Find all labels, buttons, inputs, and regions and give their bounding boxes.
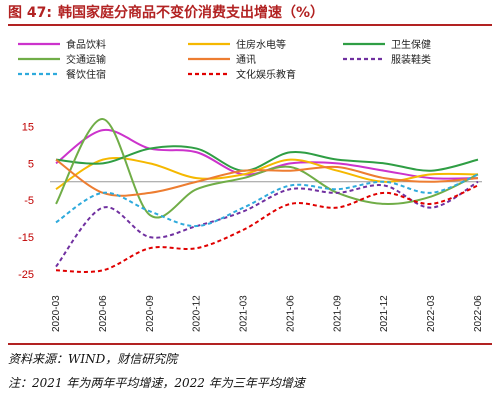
y-tick-label: -25 — [18, 269, 34, 281]
x-tick-label: 2020-09 — [145, 295, 156, 332]
series-lines — [55, 118, 479, 273]
legend-label: 通讯 — [236, 54, 256, 66]
figure-header: 图 47: 韩国家庭分商品不变价消费支出增速（%） — [8, 2, 492, 26]
y-tick-label: -15 — [18, 232, 34, 244]
x-tick-label: 2021-09 — [332, 295, 343, 332]
x-axis: 2020-03 2020-06 2020-09 2020-12 2021-03 2021-… — [50, 181, 484, 332]
series-line — [55, 180, 479, 268]
x-tick-label: 2021-06 — [285, 295, 296, 332]
legend-label: 餐饮住宿 — [66, 68, 106, 81]
series-line — [55, 158, 479, 197]
x-tick-label: 2022-03 — [426, 295, 437, 332]
legend-label: 住房水电等 — [236, 38, 286, 51]
series-line — [55, 118, 479, 219]
series-line — [55, 173, 479, 228]
x-tick-label: 2020-12 — [192, 295, 203, 332]
footnote: 注：2021 年为两年平均增速，2022 年为三年平均增速 — [8, 376, 305, 390]
series-line — [55, 184, 479, 273]
legend-label: 服装鞋类 — [391, 53, 431, 66]
series-line — [55, 145, 479, 172]
legend-label: 文化娱乐教育 — [236, 68, 296, 81]
series-line — [55, 156, 479, 191]
x-tick-label: 2020-06 — [98, 295, 109, 332]
figure-label: 图 47: — [8, 5, 52, 21]
legend-label: 交通运输 — [66, 53, 106, 66]
y-tick-label: -5 — [24, 195, 34, 207]
y-axis: 15 5 -5 -15 -25 — [18, 121, 34, 281]
y-tick-label: 15 — [22, 121, 34, 133]
source-note: 资料来源：WIND，财信研究院 — [8, 343, 492, 367]
x-tick-label: 2020-03 — [51, 295, 62, 332]
legend-label: 食品饮料 — [66, 38, 106, 51]
chart-title: 韩国家庭分商品不变价消费支出增速（%） — [57, 5, 324, 21]
y-tick-label: 5 — [28, 158, 34, 170]
x-tick-label: 2021-03 — [239, 295, 250, 332]
legend-label: 卫生保健 — [391, 38, 431, 51]
x-tick-label: 2021-12 — [379, 295, 390, 332]
x-tick-label: 2022-06 — [473, 295, 484, 332]
